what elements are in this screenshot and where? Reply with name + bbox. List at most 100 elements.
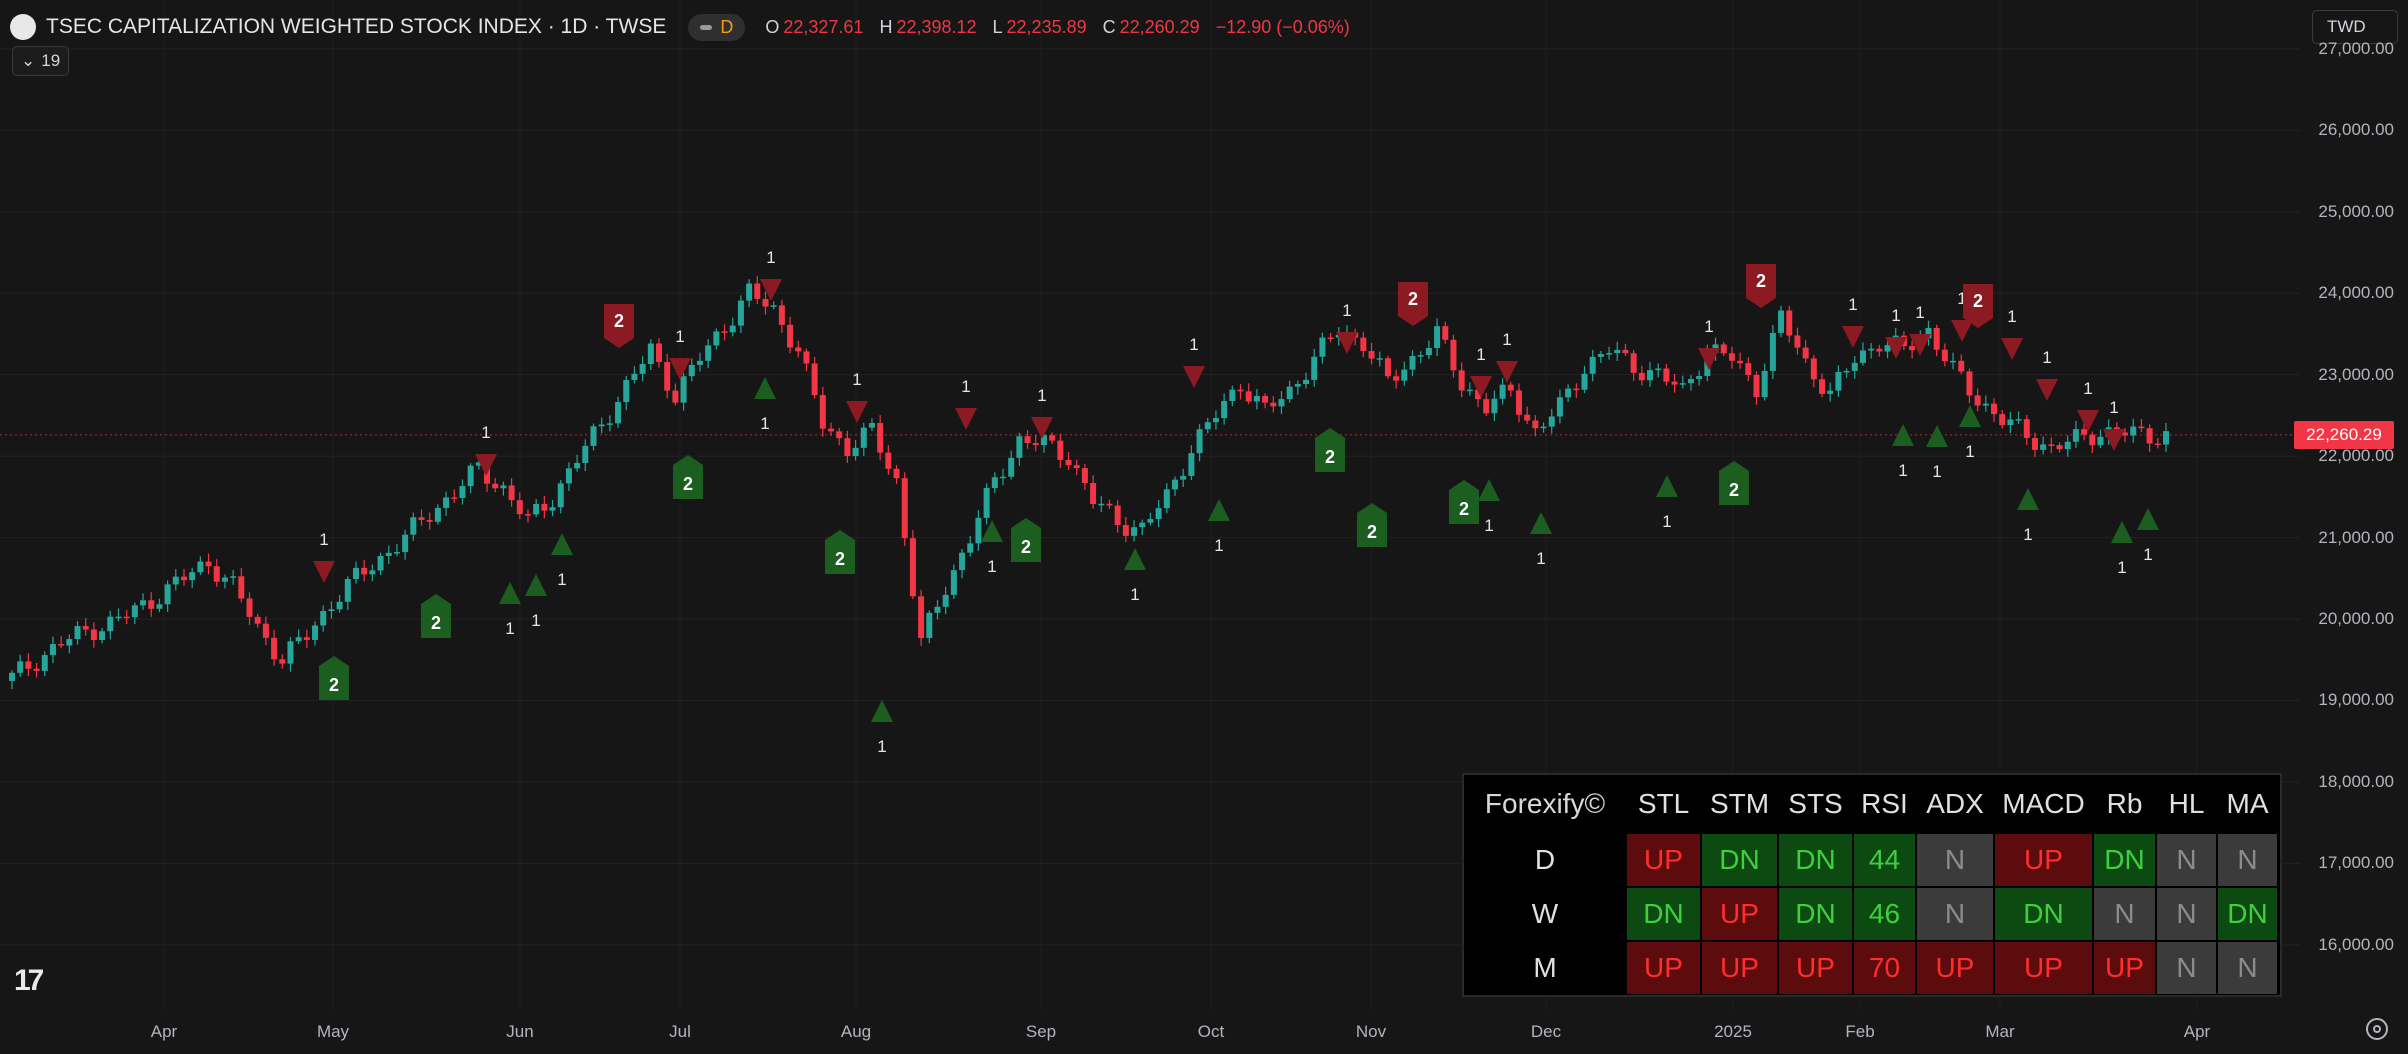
signal-label: 2 [1756,271,1766,291]
sell-signal-triangle [955,408,977,430]
signal-label: 1 [1476,345,1485,364]
candle-body [1393,376,1400,381]
candle-body [1212,418,1219,423]
table-cell: 70 [1853,941,1916,995]
price-axis-label: 17,000.00 [2318,853,2394,873]
buy-signal-badge [673,455,703,499]
signal-label: 1 [852,370,861,389]
candle-body [279,659,286,664]
candle-body [590,426,597,446]
price-axis-label: 19,000.00 [2318,690,2394,710]
candle-body [180,576,187,581]
candle-body [713,331,720,346]
time-axis-label: Aug [840,1022,872,1041]
candle-body [393,552,400,554]
currency-selector[interactable]: TWD [2312,10,2398,44]
signal-label: 2 [1973,291,1983,311]
candle-body [49,644,56,656]
candle-body [615,402,622,424]
candle-body [312,625,319,640]
candle-body [574,462,581,469]
candle-body [369,570,376,575]
candle-body [1810,358,1817,380]
candle-body [1401,369,1408,381]
table-cell: UP [1626,833,1701,887]
candle-body [1221,401,1228,419]
signal-label: 2 [1021,537,1031,557]
forexify-table: Forexify© STL STM STS RSI ADX MACD Rb HL MA D UP DN D… [1462,773,2282,997]
candle-body [934,606,941,613]
candle-body [2064,441,2071,450]
signal-label: 1 [1189,335,1198,354]
candle-body [819,395,826,429]
table-cell: UP [1994,941,2093,995]
table-cell: UP [1916,941,1994,995]
signal-label: 1 [1915,303,1924,322]
candle-body [664,361,671,391]
symbol-title[interactable]: TSEC CAPITALIZATION WEIGHTED STOCK INDEX… [46,15,667,38]
candle-body [582,445,589,463]
candle-body [1606,353,1613,355]
candle-body [1933,327,1940,350]
signal-label: 1 [1484,516,1493,535]
table-cell: DN [1626,887,1701,941]
candle-body [1761,370,1768,398]
candle-body [451,497,458,499]
candle-body [9,672,15,681]
signal-label: 1 [961,377,970,396]
candle-body [361,567,368,575]
candle-body [82,626,89,630]
market-status-badge[interactable]: D [688,13,746,41]
candle-body [877,423,884,453]
low-value: 22,235.89 [1006,16,1087,37]
signal-label: 1 [1130,585,1139,604]
candle-body [164,584,171,605]
candle-body [1237,389,1244,392]
candle-body [1483,399,1490,414]
candle-body [246,598,253,617]
candle-body [828,428,835,432]
candle-body [377,556,384,571]
time-axis-label: Apr [150,1022,178,1041]
candle-body [680,376,687,403]
close-value: 22,260.29 [1119,16,1200,37]
candle-body [1556,397,1563,417]
candle-body [287,641,294,664]
candle-body [1417,355,1424,357]
table-cell: N [1916,833,1994,887]
table-column-header: ADX [1916,775,1994,833]
candle-body [2146,428,2153,444]
tradingview-logo[interactable]: 17 [14,964,44,997]
candle-body [1835,371,1842,391]
candle-body [1819,379,1826,394]
candle-body [418,517,425,521]
candle-body [1999,414,2006,426]
signal-label: 1 [1536,549,1545,568]
candle-body [860,427,867,448]
candle-body [1532,420,1539,429]
table-row-label: M [1464,941,1626,995]
candle-body [1073,465,1080,469]
signal-label: 1 [531,611,540,630]
signal-label: 1 [2109,398,2118,417]
low-label: L [992,16,1003,37]
candle-body [1122,525,1129,536]
sell-signal-triangle [1951,320,1973,342]
candle-body [459,486,466,498]
signal-label: 1 [1342,301,1351,320]
settings-icon[interactable] [2366,1018,2388,1040]
high-value: 22,398.12 [896,16,977,37]
candle-body [1147,519,1154,523]
candle-body [729,325,736,333]
candle-body [1851,362,1858,371]
candle-body [606,423,613,425]
indicators-collapse-button[interactable]: ⌄ 19 [12,46,70,76]
candle-body [221,577,228,582]
candle-body [1925,327,1932,339]
candle-body [967,543,974,553]
candle-body [1008,457,1015,477]
candle-body [926,612,933,639]
candle-body [795,347,802,352]
signal-label: 2 [1367,522,1377,542]
candle-body [885,452,892,469]
